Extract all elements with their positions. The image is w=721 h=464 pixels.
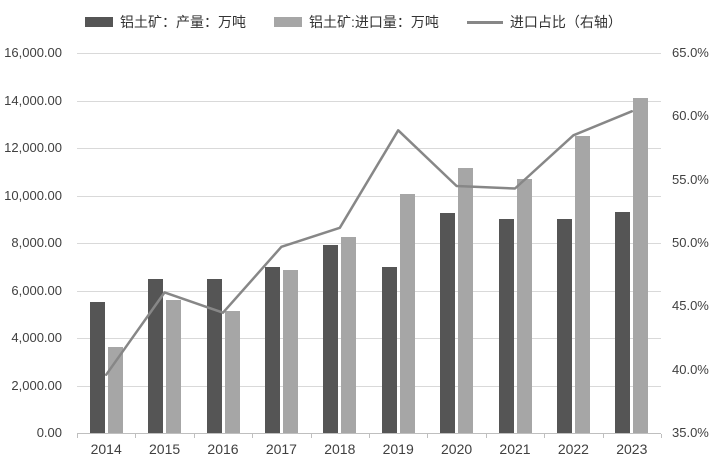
import-bar: [399, 194, 415, 433]
production-bar: [323, 245, 339, 433]
x-axis-tick: [369, 434, 370, 438]
legend-label-share: 进口占比（右轴）: [509, 14, 622, 30]
x-axis-tick: [193, 434, 195, 438]
right-axis-label: 55.0%: [672, 171, 709, 187]
production-bar: [89, 302, 105, 433]
production-bar: [381, 266, 397, 433]
import-swatch: [274, 17, 302, 27]
right-axis-label: 45.0%: [672, 298, 709, 314]
gridline: [77, 385, 661, 387]
share-line-plot: [104, 110, 634, 376]
right-axis-label: 60.0%: [672, 108, 709, 124]
import-bar: [341, 237, 357, 433]
production-bar: [615, 212, 631, 433]
x-axis-label: 2016: [207, 441, 239, 457]
x-axis-tick: [310, 434, 312, 438]
x-axis-label: 2014: [90, 441, 122, 457]
plot-area: [77, 53, 661, 434]
x-axis-tick: [252, 434, 254, 438]
import-bar: [458, 168, 474, 433]
import-bar: [282, 270, 298, 433]
import-bar: [633, 98, 649, 433]
legend-item-production: 铝土矿：产量：万吨: [85, 12, 246, 32]
legend-label-import: 铝土矿:进口量：万吨: [309, 14, 439, 30]
import-bar: [224, 310, 240, 433]
import-bar: [166, 300, 182, 433]
production-bar: [148, 278, 164, 433]
x-axis-label: 2022: [557, 441, 589, 457]
right-axis-label: 65.0%: [672, 45, 709, 60]
x-axis-tick: [135, 434, 137, 438]
x-axis-label: 2019: [382, 441, 414, 457]
gridline: [77, 53, 661, 54]
production-bar: [498, 219, 514, 433]
x-axis-label: 2021: [499, 441, 531, 457]
left-axis-label: 0.00: [36, 425, 62, 440]
gridline: [77, 195, 661, 197]
x-axis-label: 2015: [149, 441, 181, 457]
legend: 铝土矿：产量：万吨 铝土矿:进口量：万吨 进口占比（右轴）: [85, 12, 622, 32]
x-axis-label: 2017: [265, 441, 297, 457]
x-axis-tick: [544, 434, 546, 438]
gridline: [77, 100, 661, 102]
share-line-swatch: [466, 20, 503, 24]
right-axis-label: 40.0%: [672, 361, 709, 377]
production-bar: [556, 219, 572, 433]
production-bar: [206, 278, 222, 433]
x-axis-tick: [602, 434, 604, 438]
left-axis-label: 4,000.00: [11, 330, 62, 345]
production-bar: [440, 213, 456, 433]
left-axis-label: 16,000.00: [4, 45, 62, 60]
legend-item-import: 铝土矿:进口量：万吨: [274, 12, 439, 32]
production-bar: [264, 266, 280, 433]
legend-label-production: 铝土矿：产量：万吨: [120, 14, 246, 30]
left-axis-label: 10,000.00: [4, 187, 62, 203]
x-axis-tick: [661, 434, 662, 438]
import-bar: [516, 178, 532, 433]
left-axis-label: 6,000.00: [11, 282, 62, 298]
x-axis-label: 2020: [441, 441, 473, 457]
gridline: [77, 290, 661, 292]
legend-item-share: 进口占比（右轴）: [466, 12, 622, 32]
left-axis-label: 8,000.00: [11, 235, 62, 250]
gridline: [77, 148, 661, 149]
share-line: [104, 110, 634, 376]
x-axis-tick: [485, 434, 487, 438]
right-axis-label: 35.0%: [672, 425, 709, 440]
left-axis-label: 2,000.00: [11, 377, 62, 393]
left-axis-label: 14,000.00: [4, 92, 62, 108]
x-axis-tick: [77, 434, 78, 438]
x-axis-tick: [427, 434, 429, 438]
import-bar: [574, 136, 590, 433]
production-swatch: [85, 17, 113, 27]
right-axis-label: 50.0%: [672, 235, 709, 250]
gridline: [77, 243, 661, 244]
x-axis-label: 2023: [616, 441, 648, 457]
left-axis-label: 12,000.00: [4, 140, 62, 155]
gridline: [77, 338, 661, 339]
x-axis-label: 2018: [324, 441, 356, 457]
